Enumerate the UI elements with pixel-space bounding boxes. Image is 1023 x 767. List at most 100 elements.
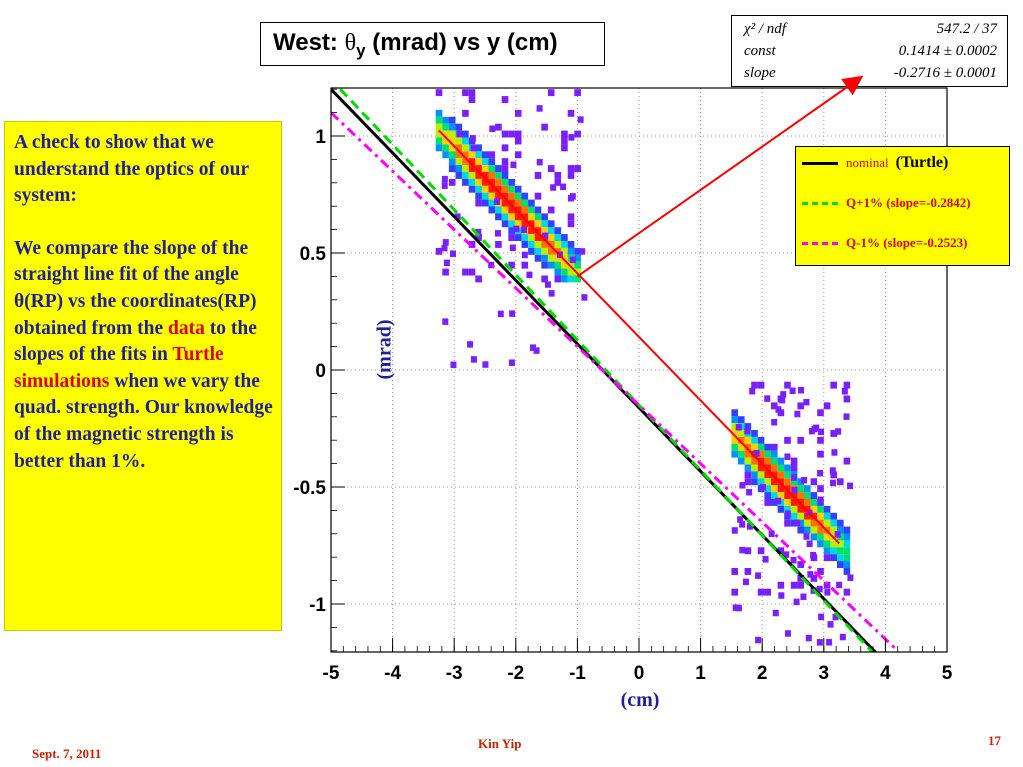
outlier-cell — [441, 175, 448, 183]
histogram-cell — [738, 443, 745, 451]
histogram-cell — [448, 116, 456, 124]
legend-swatch-qminus — [802, 242, 838, 246]
histogram-cell — [837, 547, 844, 555]
histogram-cell — [843, 457, 851, 465]
histogram-cell — [797, 402, 804, 410]
histogram-cell — [751, 430, 758, 437]
histogram-cell — [534, 247, 542, 255]
legend: nominal (Turtle) Q+1% (slope=-0.2842) Q-… — [795, 146, 1010, 266]
histogram-cell — [475, 172, 482, 179]
histogram-cell — [514, 206, 522, 214]
x-axis-label: (cm) — [620, 689, 660, 711]
histogram-cell — [547, 227, 555, 235]
histogram-cell — [488, 206, 496, 214]
histogram-cell — [508, 178, 515, 186]
histogram-cell — [837, 478, 844, 486]
histogram-cell — [757, 588, 765, 596]
outlier-cell — [759, 484, 766, 491]
stat-label: slope — [744, 65, 776, 81]
histogram-cell — [442, 151, 449, 159]
histogram-cell — [435, 123, 443, 131]
histogram-cell — [501, 165, 509, 172]
plot-title-prefix: West: — [273, 29, 345, 56]
histogram-cell — [843, 588, 851, 596]
x-tick-label: 2 — [757, 663, 768, 684]
histogram-cell — [495, 192, 502, 200]
histogram-cell — [817, 540, 824, 548]
histogram-cell — [764, 485, 771, 493]
histogram-cell — [528, 213, 535, 221]
histogram-cell — [837, 554, 844, 562]
histogram-cell — [777, 492, 785, 499]
histogram-cell — [554, 172, 562, 179]
histogram-cell — [435, 144, 443, 152]
histogram-cell — [528, 234, 535, 241]
histogram-cell — [823, 554, 831, 562]
y-tick-label: 0 — [315, 361, 326, 382]
para2-part-b: to the slopes of the fits in — [14, 317, 257, 366]
histogram-cell — [528, 199, 535, 207]
histogram-cell — [475, 178, 482, 186]
histogram-cell — [528, 227, 535, 235]
outlier-cell — [783, 551, 790, 558]
histogram-cell — [501, 158, 509, 166]
histogram-cell — [830, 519, 837, 527]
histogram-cell — [547, 234, 555, 241]
histogram-cell — [528, 220, 535, 228]
histogram-cell — [455, 144, 463, 152]
outlier-cell — [739, 546, 746, 554]
histogram-cell — [501, 96, 509, 103]
histogram-cell — [495, 172, 502, 179]
histogram-cell — [547, 220, 555, 228]
outlier-cell — [508, 359, 515, 366]
histogram-cell — [843, 381, 851, 389]
histogram-cell — [435, 116, 443, 124]
histogram-cell — [508, 185, 515, 193]
histogram-cell — [574, 254, 581, 262]
axes: -5 -4 -3 -2 -1 0 1 2 3 4 5 -1 -0.5 0 0.5 1 — [293, 87, 953, 684]
histogram-cell — [771, 492, 778, 499]
histogram-cell — [455, 172, 463, 179]
histogram-cell — [764, 478, 771, 486]
histogram-cell — [817, 409, 824, 417]
outlier-cell — [441, 244, 448, 252]
histogram-cell — [574, 268, 581, 276]
histogram-cell — [508, 206, 515, 214]
histogram-cell — [514, 199, 522, 207]
outlier-cell — [513, 225, 520, 233]
histogram-cell — [547, 254, 555, 262]
histogram-cell — [462, 268, 469, 276]
histogram-cell — [462, 172, 469, 179]
outlier-cell — [568, 134, 575, 141]
histogram-cell — [442, 268, 449, 276]
x-tick-label: 0 — [634, 663, 645, 684]
outlier-cell — [746, 488, 753, 496]
legend-item-nominal: nominal (Turtle) — [802, 152, 948, 174]
histogram-cell — [830, 471, 837, 479]
histogram-cell — [738, 450, 745, 458]
histogram-cell — [784, 471, 791, 479]
outlier-cell — [794, 410, 801, 418]
histogram-cell — [843, 547, 851, 555]
outlier-cell — [521, 226, 528, 234]
histogram-cell — [541, 241, 548, 248]
y-tick-label: 0.5 — [300, 244, 327, 265]
outlier-cell — [544, 281, 551, 288]
histogram-cell — [508, 234, 515, 241]
histogram-cell — [757, 547, 765, 555]
histogram-cell — [481, 192, 489, 200]
histogram-cell — [757, 478, 765, 486]
histogram-cell — [830, 512, 837, 520]
histogram-cell — [547, 206, 555, 214]
histogram-cell — [488, 199, 496, 207]
histogram-cell — [561, 247, 568, 255]
outlier-cell — [755, 636, 762, 644]
histogram-cell — [738, 457, 745, 465]
outlier-cell — [456, 130, 463, 138]
histogram-cell — [784, 492, 791, 499]
histogram-cell — [514, 137, 522, 145]
histogram-cell — [495, 178, 502, 186]
histogram-cell — [738, 416, 745, 424]
histogram-cell — [514, 109, 522, 117]
